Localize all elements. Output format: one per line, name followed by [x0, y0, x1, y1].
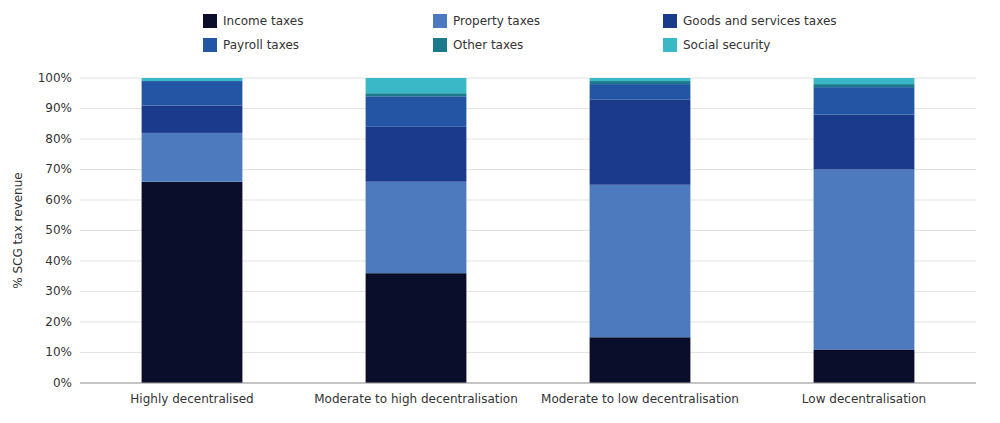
bar-segment: [366, 96, 467, 127]
bar-segment: [814, 84, 915, 87]
bar-segment: [366, 93, 467, 96]
legend-swatch: [663, 38, 677, 52]
y-tick-label: 60%: [45, 193, 72, 207]
chart: 0% 10% 20% 30% 40% 50% 60% 70% 80% 90% 100% Highly …: [0, 0, 1000, 423]
bar-segment: [366, 182, 467, 274]
bar-segment: [590, 81, 691, 84]
y-tick-label: 30%: [45, 284, 72, 298]
bar-segment: [142, 133, 243, 182]
x-tick-label: Highly decentralised: [130, 392, 253, 406]
legend-swatch: [433, 14, 447, 28]
x-axis-line: [80, 383, 976, 384]
bar-segment: [590, 337, 691, 383]
y-tick-label: 20%: [45, 315, 72, 329]
grid-line: [80, 383, 976, 384]
y-tick-label: 40%: [45, 254, 72, 268]
bar-segment: [366, 127, 467, 182]
bar-segment: [142, 105, 243, 132]
legend-label: Social security: [683, 38, 770, 52]
legend-swatch: [203, 38, 217, 52]
bar-segment: [814, 115, 915, 170]
grid: [80, 78, 976, 383]
bar-segment: [366, 273, 467, 383]
bar-segment: [814, 87, 915, 114]
y-tick-label: 90%: [45, 101, 72, 115]
legend: Income taxes Property taxes Goods and serv…: [203, 14, 837, 53]
legend-swatch: [663, 14, 677, 28]
legend-swatch: [203, 14, 217, 28]
bar-segment: [142, 81, 243, 105]
y-tick-label: 0%: [53, 376, 72, 390]
legend-label: Property taxes: [453, 14, 540, 28]
bar-segment: [590, 78, 691, 81]
bar-segment: [142, 182, 243, 383]
y-tick-label: 50%: [45, 223, 72, 237]
legend-label: Other taxes: [453, 38, 523, 52]
bar-segment: [590, 185, 691, 338]
bar-segment: [814, 349, 915, 383]
bar-segment: [590, 99, 691, 184]
x-tick-label: Moderate to low decentralisation: [541, 392, 739, 406]
bar-segment: [366, 78, 467, 93]
bar-segment: [590, 84, 691, 99]
x-tick-label: Moderate to high decentralisation: [314, 392, 518, 406]
bar-segment: [814, 78, 915, 84]
legend-swatch: [433, 38, 447, 52]
bar-segment: [142, 78, 243, 81]
y-axis-label: % SCG tax revenue: [11, 172, 25, 288]
legend-label: Income taxes: [223, 14, 303, 28]
y-tick-label: 10%: [45, 345, 72, 359]
x-tick-label: Low decentralisation: [802, 392, 926, 406]
bars: [142, 78, 915, 383]
legend-label: Payroll taxes: [223, 38, 299, 52]
y-tick-label: 70%: [45, 162, 72, 176]
legend-label: Goods and services taxes: [683, 14, 837, 28]
y-tick-label: 100%: [38, 71, 72, 85]
bar-segment: [814, 170, 915, 350]
y-tick-label: 80%: [45, 132, 72, 146]
